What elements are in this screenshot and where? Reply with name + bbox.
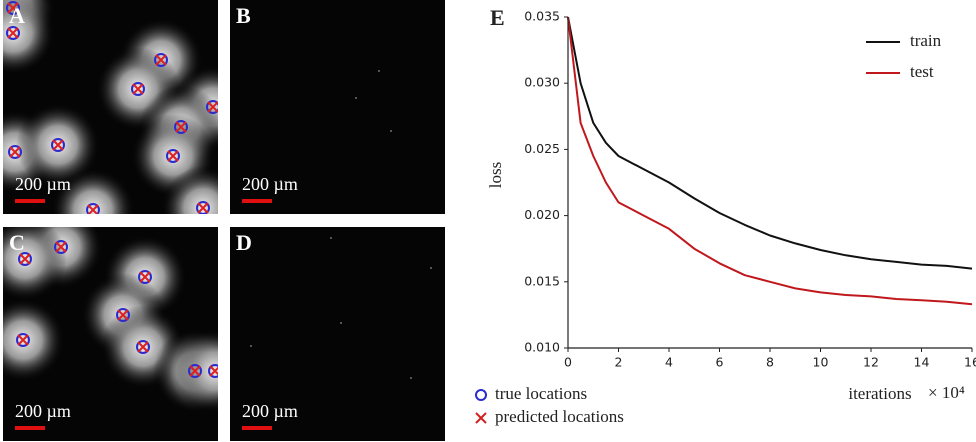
x-axis-label: iterations <box>848 384 911 403</box>
true-location <box>18 252 32 266</box>
predicted-location <box>207 101 218 113</box>
speck <box>355 97 357 99</box>
predicted-location <box>189 365 201 377</box>
y-axis-label: loss <box>486 162 505 188</box>
predicted-location <box>19 253 31 265</box>
x-tick-label: 14 <box>914 355 930 370</box>
panel-label: C <box>9 230 25 255</box>
panel-label: A <box>9 3 25 28</box>
x-tick-label: 12 <box>863 355 879 370</box>
cell-blob <box>3 0 55 75</box>
scale-bar <box>242 426 272 430</box>
panel-label: E <box>490 5 505 30</box>
image-panel <box>3 227 218 441</box>
true-location <box>196 201 210 214</box>
predicted-location <box>87 204 99 214</box>
scale-bar-label: 200 µm <box>242 401 298 421</box>
image-panel <box>3 0 218 214</box>
y-tick-label: 0.015 <box>524 273 560 288</box>
predicted-location <box>7 2 19 14</box>
legend-circle <box>475 389 487 401</box>
legend-cross <box>475 412 487 424</box>
predicted-location <box>7 27 19 39</box>
x-tick-label: 6 <box>716 355 724 370</box>
predicted-location <box>137 341 149 353</box>
y-tick-label: 0.025 <box>524 141 560 156</box>
true-location <box>138 270 152 284</box>
true-location <box>6 26 20 40</box>
true-location <box>51 138 65 152</box>
true-location <box>188 364 202 378</box>
legend-label: train <box>910 31 942 50</box>
series-line <box>567 16 973 306</box>
true-location <box>208 364 218 378</box>
true-location <box>206 100 218 114</box>
cell-blob <box>3 227 67 301</box>
predicted-location <box>17 334 29 346</box>
speck <box>378 70 380 72</box>
image-panel <box>230 227 445 441</box>
true-location <box>8 145 22 159</box>
cell-blob <box>3 298 65 382</box>
x-tick-label: 8 <box>766 355 774 370</box>
scale-bar-label: 200 µm <box>15 401 71 421</box>
y-tick-label: 0.020 <box>524 207 560 222</box>
speck <box>430 267 432 269</box>
predicted-location <box>197 202 209 214</box>
predicted-location <box>139 271 151 283</box>
predicted-location <box>9 146 21 158</box>
scale-bar-label: 200 µm <box>242 174 298 194</box>
true-location <box>116 308 130 322</box>
y-tick-label: 0.035 <box>524 9 560 24</box>
true-location <box>6 1 20 15</box>
speck <box>340 322 342 324</box>
scale-bar-label: 200 µm <box>15 174 71 194</box>
predicted-location <box>209 365 218 377</box>
true-location <box>131 82 145 96</box>
image-bg <box>230 0 445 214</box>
x-multiplier: × 10⁴ <box>928 383 965 402</box>
x-tick-label: 16 <box>964 355 976 370</box>
series-line <box>567 16 973 270</box>
predicted-location <box>155 54 167 66</box>
speck <box>280 180 282 182</box>
predicted-location <box>52 139 64 151</box>
predicted-location <box>117 309 129 321</box>
true-location <box>16 333 30 347</box>
true-location <box>166 149 180 163</box>
y-tick-label: 0.030 <box>524 75 560 90</box>
axes <box>567 17 972 349</box>
x-tick-label: 10 <box>813 355 829 370</box>
image-panel <box>230 0 445 214</box>
scale-bar <box>242 199 272 203</box>
cell-blob <box>51 168 135 214</box>
scale-bar <box>15 199 45 203</box>
true-location <box>174 120 188 134</box>
image-bg <box>230 227 445 441</box>
true-location <box>54 240 68 254</box>
predicted-location <box>167 150 179 162</box>
legend-label: true locations <box>495 384 587 403</box>
x-tick-label: 4 <box>665 355 673 370</box>
panel-label: B <box>236 3 251 28</box>
true-location <box>86 203 100 214</box>
speck <box>390 130 392 132</box>
panel-label: D <box>236 230 252 255</box>
legend-label: test <box>910 62 934 81</box>
speck <box>410 377 412 379</box>
scale-bar <box>15 426 45 430</box>
predicted-location <box>55 241 67 253</box>
predicted-location <box>132 83 144 95</box>
speck <box>330 237 332 239</box>
predicted-location <box>175 121 187 133</box>
x-tick-label: 0 <box>564 355 572 370</box>
x-tick-label: 2 <box>615 355 623 370</box>
legend-label: predicted locations <box>495 407 624 426</box>
true-location <box>154 53 168 67</box>
y-tick-label: 0.010 <box>524 340 560 355</box>
speck <box>250 345 252 347</box>
true-location <box>136 340 150 354</box>
